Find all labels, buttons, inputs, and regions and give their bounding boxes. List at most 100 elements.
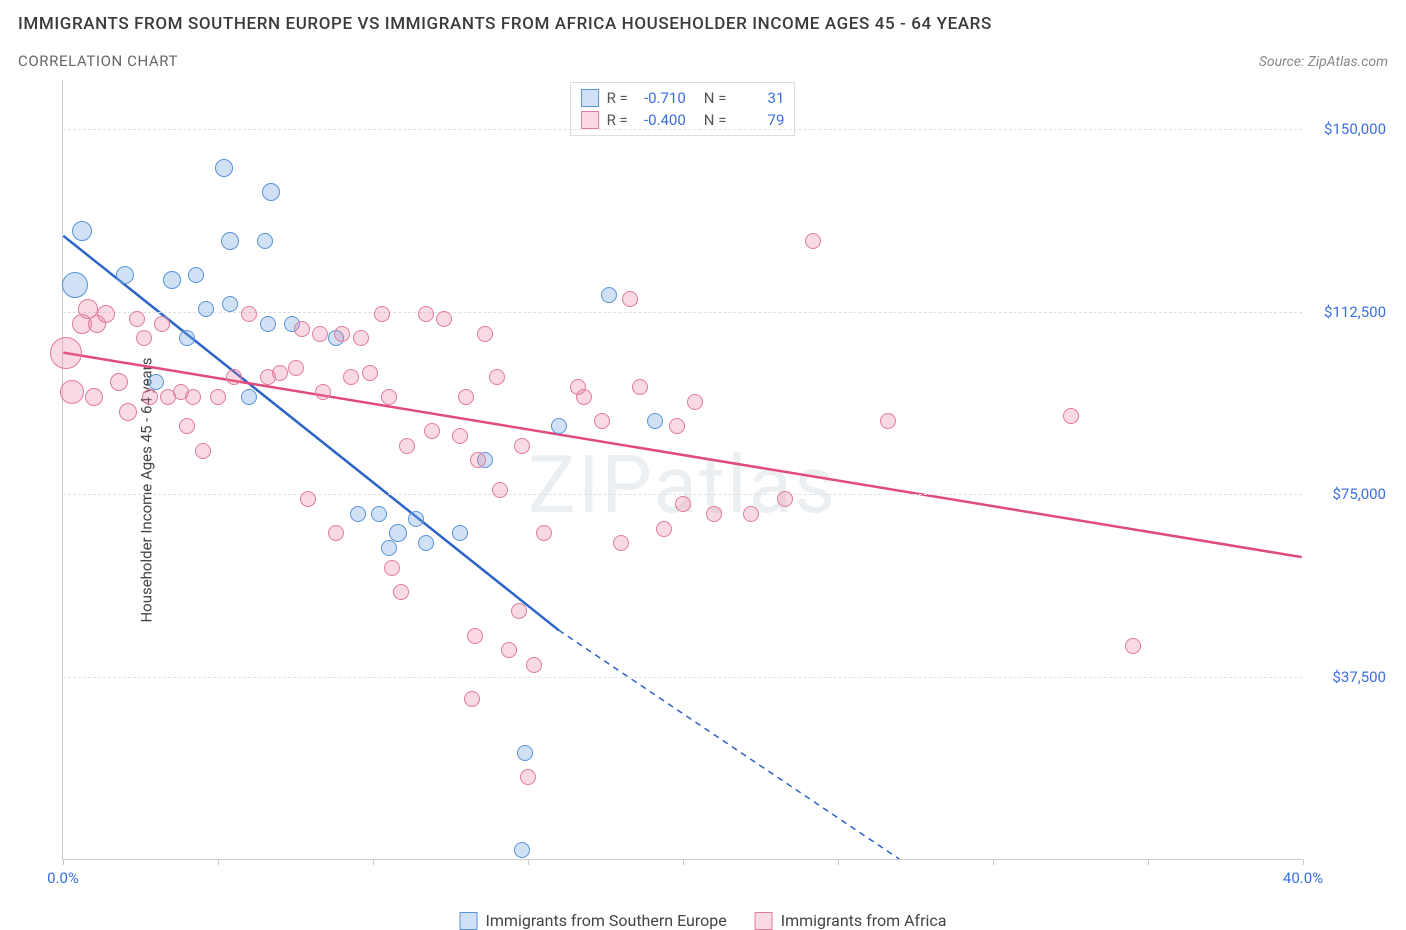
r-value: -0.710 [636, 89, 686, 107]
data-point [601, 287, 617, 303]
data-point [312, 326, 328, 342]
x-tick [838, 859, 839, 865]
data-point [464, 691, 480, 707]
data-point [185, 389, 201, 405]
gridline [63, 677, 1302, 678]
legend-label: Immigrants from Africa [781, 911, 947, 930]
data-point [374, 306, 390, 322]
legend-swatch [581, 89, 599, 107]
chart-subtitle: CORRELATION CHART [18, 52, 178, 70]
data-point [195, 443, 211, 459]
data-point [371, 506, 387, 522]
data-point [1063, 408, 1079, 424]
data-point [656, 521, 672, 537]
data-point [1125, 638, 1141, 654]
y-tick-label: $37,500 [1306, 668, 1386, 686]
legend-swatch [460, 912, 478, 930]
data-point [85, 388, 103, 406]
data-point [226, 369, 242, 385]
data-point [477, 326, 493, 342]
data-point [315, 384, 331, 400]
n-label: N = [704, 89, 727, 107]
data-point [262, 183, 280, 201]
data-point [520, 769, 536, 785]
data-point [241, 389, 257, 405]
data-point [116, 266, 134, 284]
data-point [511, 603, 527, 619]
gridline [63, 129, 1302, 130]
data-point [272, 365, 288, 381]
data-point [384, 560, 400, 576]
data-point [517, 745, 533, 761]
data-point [526, 657, 542, 673]
data-point [72, 221, 92, 241]
data-point [458, 389, 474, 405]
x-tick [373, 859, 374, 865]
data-point [222, 296, 238, 312]
data-point [353, 330, 369, 346]
data-point [294, 321, 310, 337]
data-point [687, 394, 703, 410]
data-point [492, 482, 508, 498]
data-point [142, 389, 158, 405]
data-point [179, 418, 195, 434]
data-point [514, 842, 530, 858]
data-point [551, 418, 567, 434]
data-point [381, 540, 397, 556]
y-tick-label: $150,000 [1306, 120, 1386, 138]
data-point [241, 306, 257, 322]
data-point [62, 272, 88, 298]
data-point [594, 413, 610, 429]
data-point [418, 306, 434, 322]
data-point [669, 418, 685, 434]
watermark: ZIPatlas [528, 438, 838, 532]
data-point [154, 316, 170, 332]
x-tick [528, 859, 529, 865]
x-tick [63, 859, 64, 865]
data-point [880, 413, 896, 429]
x-tick [1148, 859, 1149, 865]
data-point [334, 326, 350, 342]
data-point [777, 491, 793, 507]
data-point [50, 337, 82, 369]
chart-title: IMMIGRANTS FROM SOUTHERN EUROPE VS IMMIG… [18, 14, 1388, 34]
legend-swatch [581, 111, 599, 129]
data-point [613, 535, 629, 551]
data-point [622, 291, 638, 307]
r-label: R = [607, 111, 628, 129]
r-value: -0.400 [636, 111, 686, 129]
data-point [576, 389, 592, 405]
data-point [210, 389, 226, 405]
data-point [675, 496, 691, 512]
data-point [188, 267, 204, 283]
data-point [163, 271, 181, 289]
data-point [362, 365, 378, 381]
data-point [647, 413, 663, 429]
data-point [470, 452, 486, 468]
stats-legend-row: R = -0.400 N = 79 [581, 109, 785, 131]
data-point [179, 330, 195, 346]
data-point [381, 389, 397, 405]
trend-lines [63, 80, 1302, 859]
n-value: 79 [734, 111, 784, 129]
data-point [501, 642, 517, 658]
y-tick-label: $112,500 [1306, 303, 1386, 321]
data-point [221, 232, 239, 250]
data-point [452, 525, 468, 541]
x-tick [218, 859, 219, 865]
data-point [257, 233, 273, 249]
data-point [60, 380, 84, 404]
legend-item: Immigrants from Southern Europe [460, 911, 727, 930]
data-point [148, 374, 164, 390]
data-point [536, 525, 552, 541]
data-point [198, 301, 214, 317]
data-point [489, 369, 505, 385]
data-point [119, 403, 137, 421]
data-point [467, 628, 483, 644]
legend-label: Immigrants from Southern Europe [486, 911, 727, 930]
source-attribution: Source: ZipAtlas.com [1259, 54, 1388, 70]
data-point [260, 316, 276, 332]
y-tick-label: $75,000 [1306, 485, 1386, 503]
data-point [399, 438, 415, 454]
data-point [418, 535, 434, 551]
